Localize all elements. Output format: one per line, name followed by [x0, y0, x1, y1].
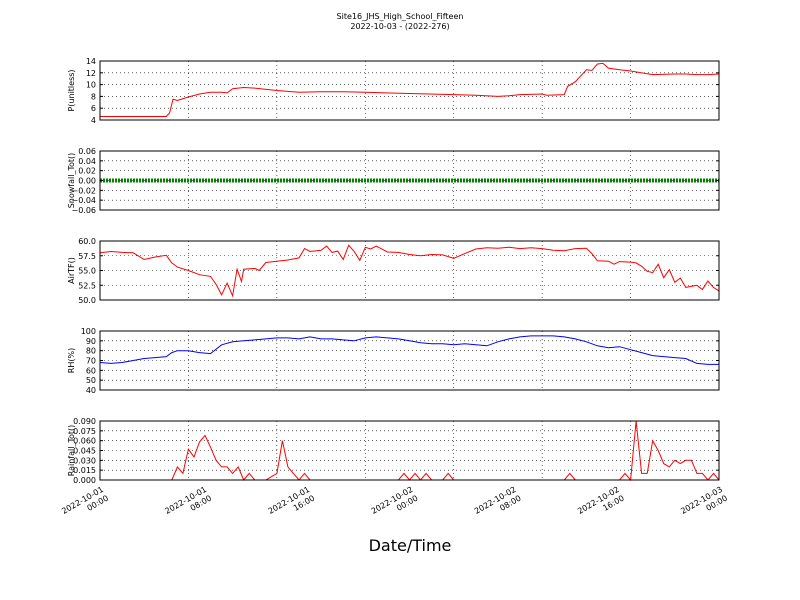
- series-line-4: [100, 420, 720, 482]
- y-tick-label: 52.5: [78, 281, 96, 290]
- y-tick-label: 0.030: [73, 456, 96, 465]
- y-tick-label: 0.075: [73, 427, 96, 436]
- series-line-3: [99, 335, 719, 365]
- y-tick-label: 55.0: [78, 267, 96, 276]
- y-tick-label: −0.04: [71, 196, 96, 205]
- y-tick-label: 60.0: [78, 237, 96, 246]
- y-tick-label: 80: [86, 347, 96, 356]
- plot-frame: [99, 60, 720, 121]
- y-tick-label: 57.5: [78, 252, 96, 261]
- panel-0: 4 6 8 10 12 14 P(unitless): [67, 57, 720, 125]
- y-tick-label: 0.045: [73, 447, 96, 456]
- y-tick-label: −0.02: [71, 186, 96, 195]
- panel-1: −0.06−0.04−0.020.000.020.040.06Snowfall_…: [67, 147, 720, 215]
- y-tick-label: 0.000: [73, 476, 96, 485]
- series-line-2: [99, 244, 720, 298]
- chart-subtitle: 2022-10-03 - (2022-276): [350, 22, 449, 31]
- panel-4: 0.0000.0150.0300.0450.0600.0750.090Rainf…: [67, 417, 720, 485]
- y-tick-label: 0.06: [78, 147, 96, 156]
- y-tick-label: 0.060: [73, 437, 96, 446]
- y-tick-label: 12: [86, 69, 96, 78]
- series-line-0: [100, 62, 720, 117]
- y-tick-label: 50.0: [78, 296, 96, 305]
- y-tick-label: 10: [86, 81, 96, 90]
- y-tick-label: 14: [86, 57, 96, 66]
- y-tick-label: 4: [91, 116, 96, 125]
- x-axis-label: Date/Time: [369, 536, 452, 555]
- y-tick-label: 0.02: [78, 167, 96, 176]
- y-tick-label: 6: [91, 104, 96, 113]
- y-axis-label: Snowfall_Tot(): [67, 153, 76, 209]
- y-tick-label: 0.04: [78, 157, 96, 166]
- y-tick-label: 50: [86, 376, 96, 385]
- y-tick-label: 70: [86, 357, 96, 366]
- y-tick-label: 0.090: [73, 417, 96, 426]
- y-tick-label: 0.015: [73, 466, 96, 475]
- panels: 468101214P(unitless)−0.06−0.04−0.020.000…: [67, 57, 720, 485]
- y-axis-label: Rainfall_Tot(): [67, 425, 76, 477]
- y-axis-label: P(unitless): [67, 69, 76, 111]
- y-axis-label: RH(%): [67, 348, 76, 373]
- y-axis-label: AirTF(): [67, 257, 76, 284]
- y-tick-label: −0.06: [71, 206, 96, 215]
- y-tick-label: 8: [91, 92, 96, 101]
- y-tick-label: 0.00: [78, 177, 96, 186]
- y-tick-label: 100: [81, 327, 96, 336]
- y-tick-label: 40: [86, 386, 96, 395]
- y-tick-label: 60: [86, 366, 96, 375]
- panel-2: 50.0 52.5 55.0 57.5 60.0 AirTF(): [67, 237, 720, 305]
- chart-title: Site16_JHS_High_School_Fifteen: [337, 12, 464, 21]
- y-tick-label: 90: [86, 337, 96, 346]
